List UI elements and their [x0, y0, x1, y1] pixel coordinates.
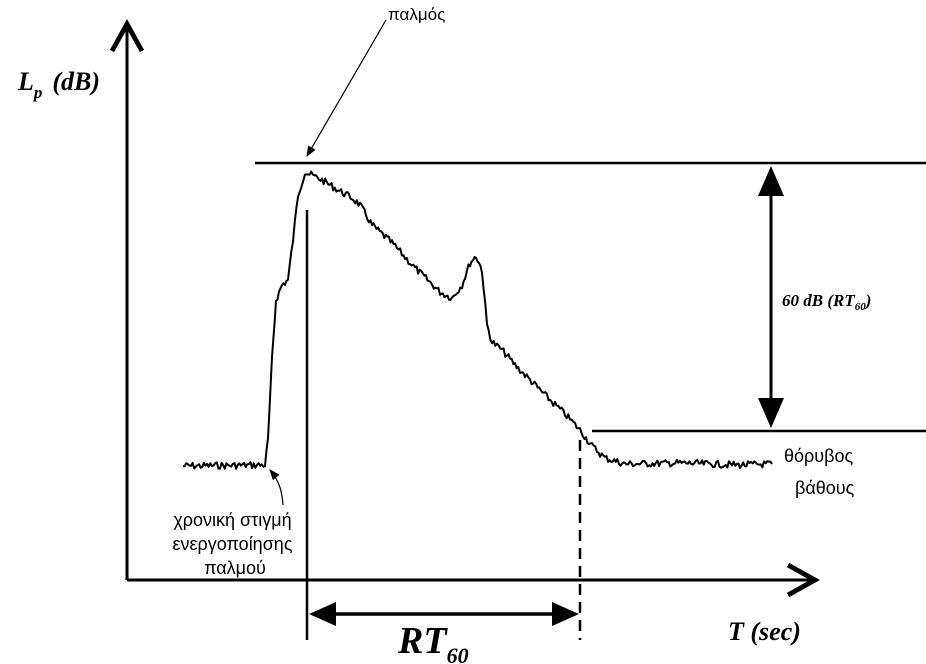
range-label: 60 dB (RT60)	[782, 291, 871, 313]
range-arrow-head-top	[758, 166, 784, 196]
range-arrow-head-bottom	[758, 398, 784, 428]
y-axis-unit: (dB)	[52, 67, 100, 96]
pulse-label: παλμός	[388, 5, 445, 24]
rt60-label: RT60	[397, 620, 469, 664]
x-axis-label: T (sec)	[728, 617, 801, 646]
background-noise-label: θόρυβος βάθους	[784, 446, 858, 498]
rt60-arrow-head-right	[552, 602, 579, 626]
pulse-pointer-arrow	[306, 19, 387, 157]
y-axis-label: Lp (dB)	[17, 67, 100, 102]
activation-pointer-arrow	[269, 469, 284, 506]
decay-curve	[182, 170, 773, 470]
activation-label: χρονική στιγμή ενεργοποίησης παλμού	[172, 510, 297, 578]
rt60-arrow-head-left	[309, 602, 336, 626]
y-axis-symbol: L	[17, 67, 34, 96]
y-axis-subscript: p	[32, 83, 43, 102]
